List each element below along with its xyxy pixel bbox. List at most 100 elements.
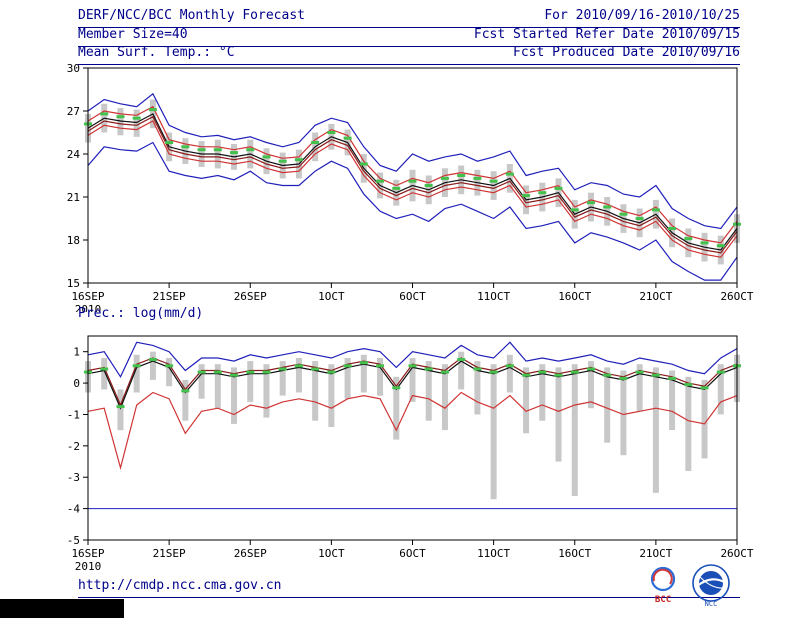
max-envelope — [87, 92, 738, 230]
spread-bar — [182, 379, 189, 421]
spread-bar — [474, 361, 481, 415]
x-axis-label: 21OCT — [639, 290, 672, 303]
spread-bar — [571, 199, 578, 229]
spread-bar — [198, 141, 205, 167]
spread-bar — [85, 113, 91, 143]
spread-bar — [506, 354, 513, 393]
ncc-logo-ring — [692, 564, 730, 602]
grads-stamp: GrADS: COLA/IGES — [0, 599, 125, 618]
x-axis-label: 16OCT — [558, 547, 591, 560]
website-link[interactable]: http://cmdp.ncc.cma.gov.cn — [78, 578, 282, 593]
spread-bar — [636, 208, 643, 238]
spread-bar — [231, 144, 238, 170]
bcc-logo-swirl — [652, 568, 673, 585]
spread-bar — [328, 364, 335, 427]
y-axis-label: 18 — [67, 234, 80, 247]
x-axis-label: 1OCT — [318, 547, 345, 560]
plot-border — [87, 335, 738, 541]
y-axis-label: 24 — [67, 148, 81, 161]
lower-red-line — [87, 391, 738, 471]
y-axis-label: 21 — [67, 191, 80, 204]
dark-red-line — [87, 115, 738, 254]
fcst-produced-date: Fcst Produced Date 2010/09/16 — [513, 45, 740, 60]
spread-bar — [247, 139, 254, 169]
spread-bar — [393, 179, 400, 206]
fcst-ref-date: Fcst Started Refer Date 2010/09/15 — [473, 27, 740, 42]
spread-bar — [734, 214, 740, 243]
spread-bar — [344, 358, 351, 399]
spread-bar — [425, 175, 432, 205]
spread-bar — [85, 361, 91, 393]
x-axis-label: 16SEP — [71, 290, 104, 303]
x-axis-label: 26OCT — [720, 290, 753, 303]
x-axis-label: 11OCT — [477, 547, 510, 560]
x-axis-label: 26OCT — [720, 547, 753, 560]
spread-bar — [247, 361, 254, 402]
x-axis-label: 11OCT — [477, 290, 510, 303]
spread-bar — [604, 367, 611, 443]
spread-bar — [523, 185, 530, 215]
spread-bar — [685, 228, 692, 258]
spread-bar — [328, 123, 335, 150]
x-axis-label: 26SEP — [234, 290, 267, 303]
spread-bar — [636, 364, 643, 412]
spread-bar — [474, 169, 481, 196]
spread-bar — [458, 351, 465, 390]
spread-bar — [101, 103, 108, 133]
ncc-logo: NCC — [692, 564, 730, 608]
ncc-logo-orbit-2 — [699, 576, 725, 589]
spread-bar — [539, 182, 546, 212]
spread-bar — [214, 364, 221, 409]
spread-bar — [409, 358, 416, 402]
spread-bar — [377, 172, 384, 199]
spread-bar — [734, 354, 740, 402]
spread-bar — [555, 178, 562, 208]
spread-bar — [701, 379, 708, 459]
y-axis-label: -2 — [67, 440, 80, 453]
spread-bar — [425, 361, 432, 421]
max-envelope — [87, 341, 738, 379]
spread-bar — [555, 367, 562, 462]
spread-bar — [133, 354, 140, 393]
spread-bar — [717, 235, 724, 265]
x-axis-label: 21SEP — [153, 547, 186, 560]
spread-bar — [701, 232, 708, 262]
upper-red-line — [87, 105, 738, 244]
spread-bar — [490, 171, 497, 200]
spread-bar — [279, 361, 286, 396]
x-axis-label: 6OCT — [399, 290, 426, 303]
spread-bar — [685, 376, 692, 471]
x-axis-label: 16OCT — [558, 290, 591, 303]
spread-bar — [360, 354, 367, 393]
spread-bar — [441, 168, 448, 197]
ensemble-spread-bar — [85, 351, 740, 500]
spread-bar — [214, 139, 221, 169]
y-axis-label: 0 — [73, 377, 80, 390]
x-axis-label: 1OCT — [318, 290, 345, 303]
spread-bar — [441, 364, 448, 431]
y-axis-label: 27 — [67, 105, 80, 118]
spread-bar — [198, 364, 205, 399]
spread-bar — [279, 152, 286, 179]
lower-red-line — [87, 120, 738, 258]
spread-bar — [263, 364, 270, 418]
ncc-logo-orbit — [695, 578, 727, 588]
spread-bar — [295, 149, 302, 179]
spread-bar — [604, 197, 611, 226]
bcc-logo: BCC — [650, 566, 676, 604]
spread-bar — [409, 169, 416, 202]
spread-bar — [312, 132, 319, 162]
spread-bar — [587, 192, 594, 222]
spread-bar — [231, 367, 238, 424]
plot-border — [87, 67, 738, 284]
x-axis-label: 26SEP — [234, 547, 267, 560]
header-row-3: Mean Surf. Temp.: °C Fcst Produced Date … — [78, 45, 740, 65]
forecast-period: For 2010/09/16-2010/10/25 — [544, 8, 740, 23]
spread-bar — [101, 358, 108, 390]
spread-bar — [166, 358, 173, 387]
report-title: DERF/NCC/BCC Monthly Forecast — [78, 8, 305, 23]
spread-bar — [149, 351, 156, 380]
precipitation-chart: -5 -4 -3 -2 -1 0 1 16SEP 21SEP 26SEP 1OCT 6OCT 11OCT… — [67, 335, 754, 573]
